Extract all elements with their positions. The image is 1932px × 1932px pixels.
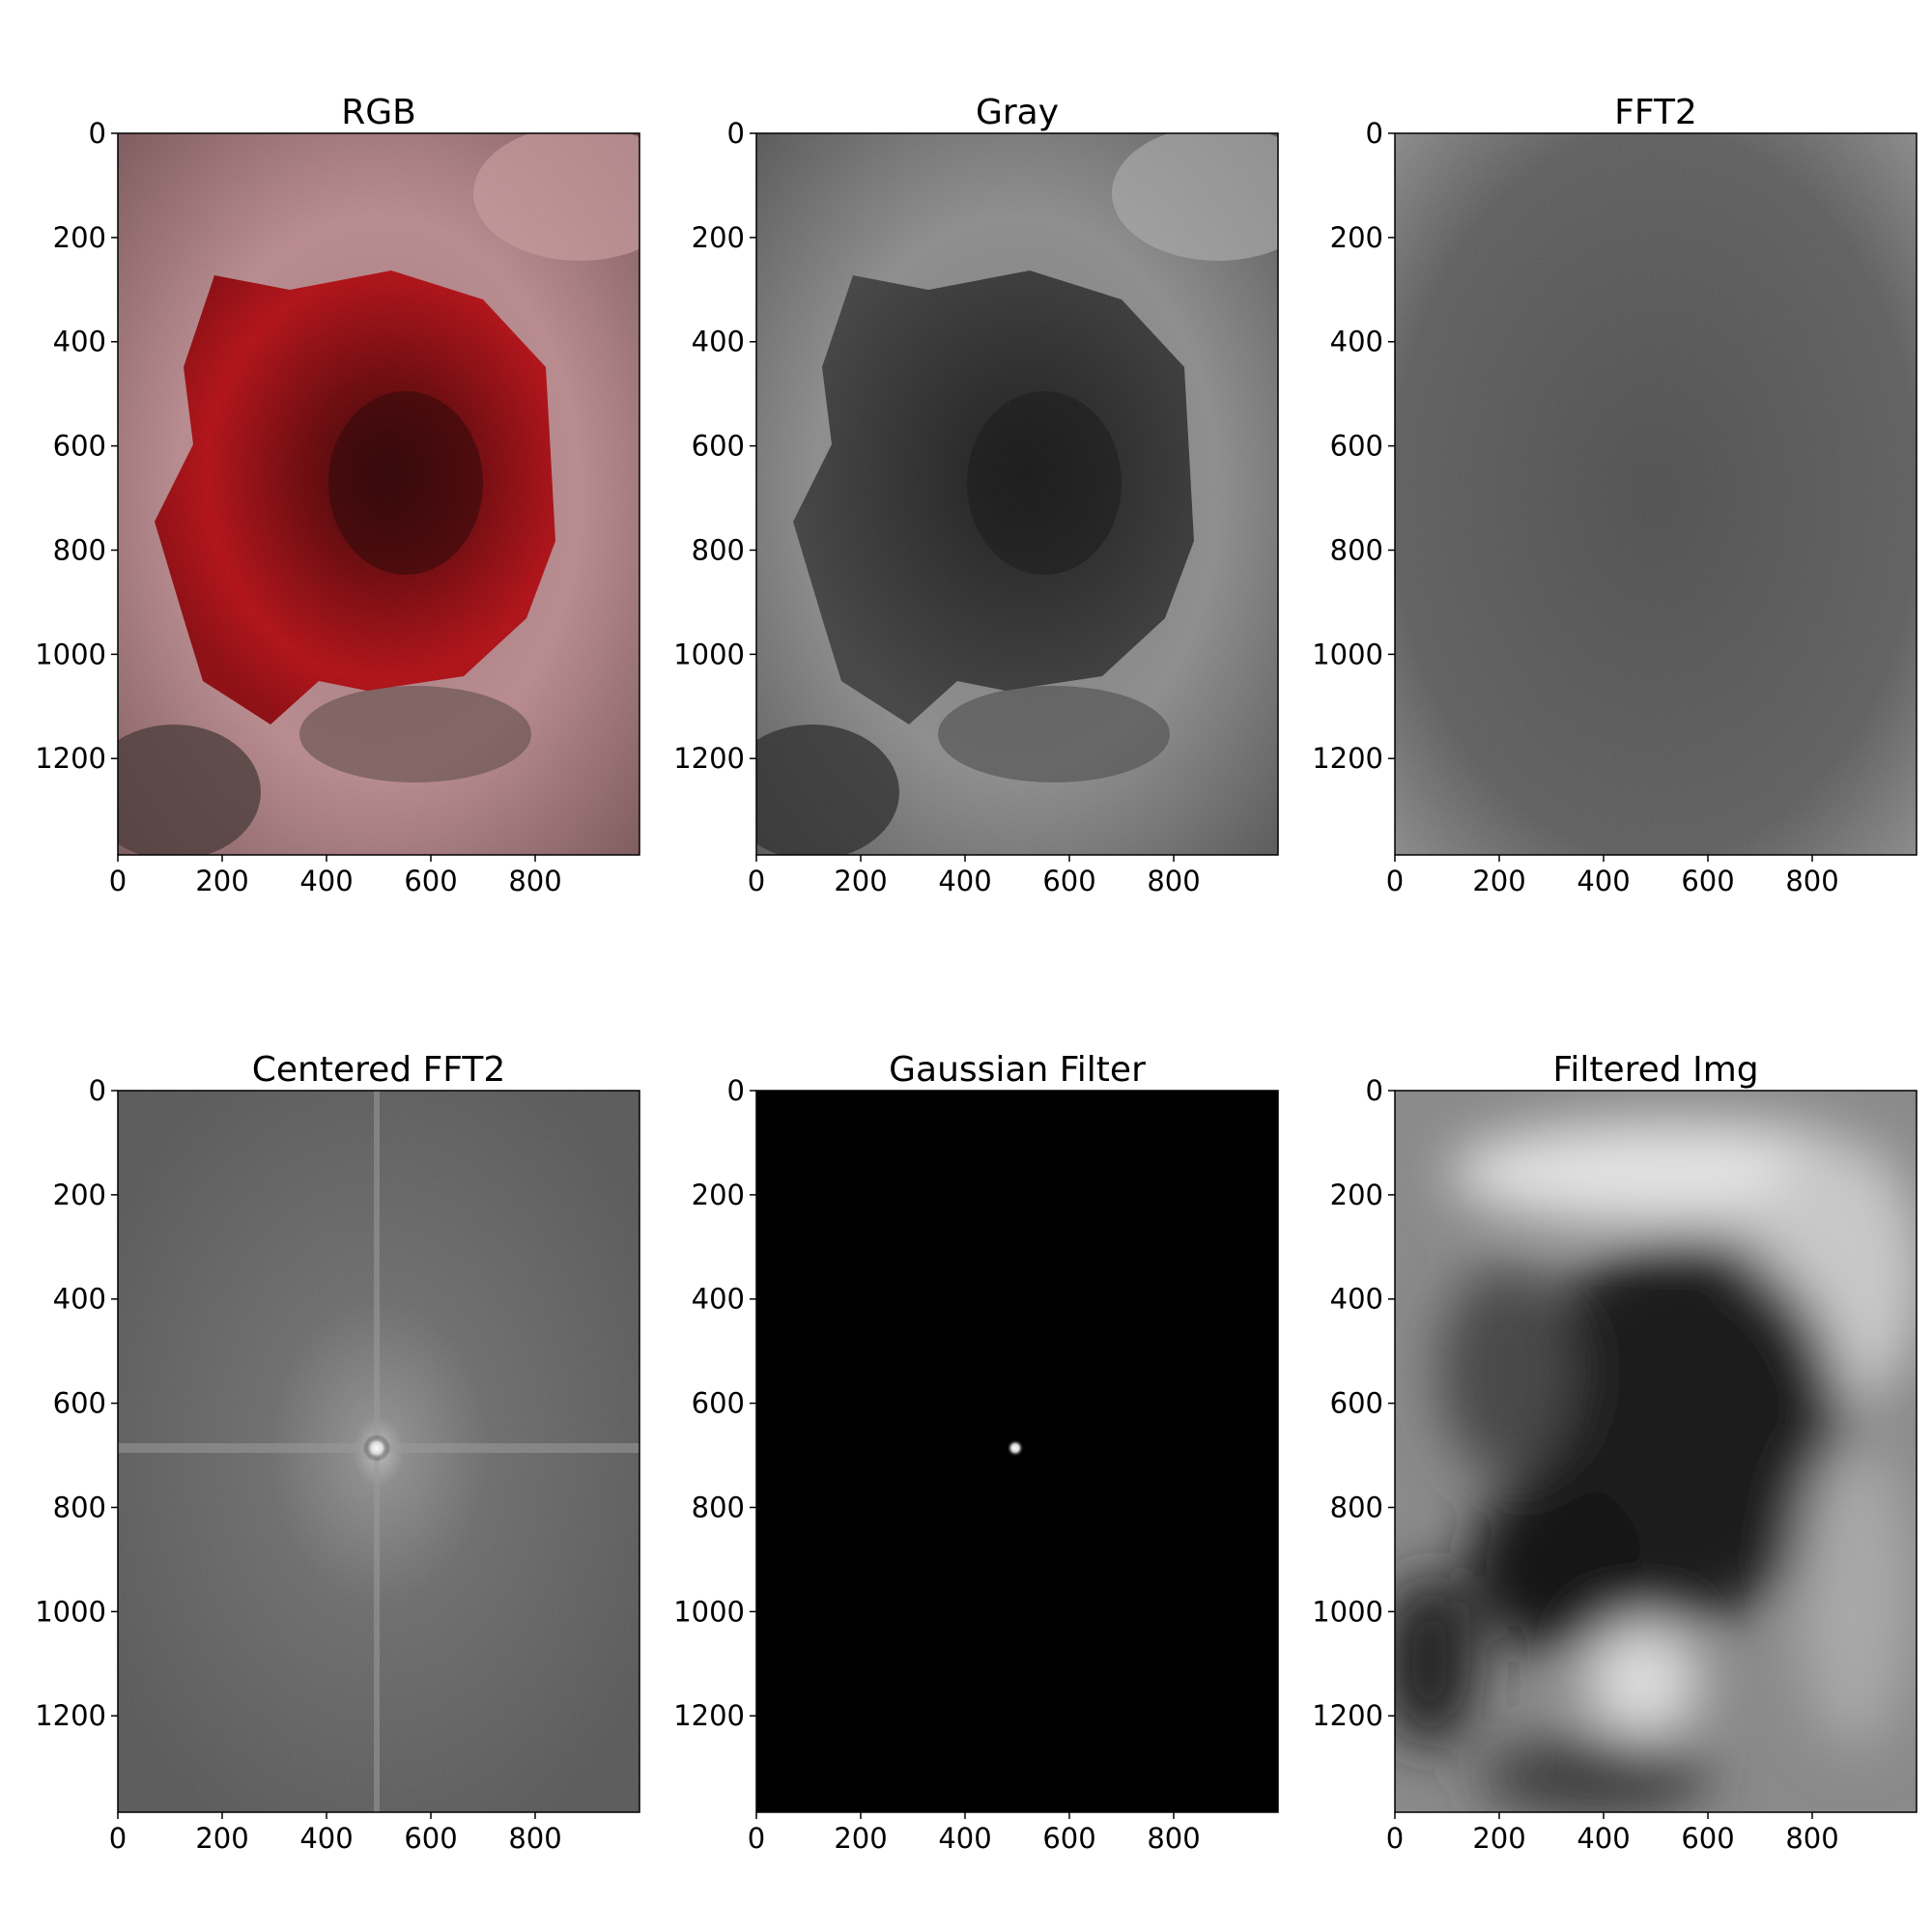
y-tick-label: 0: [89, 1074, 106, 1107]
x-tick-label: 400: [1577, 1822, 1630, 1855]
panel-frame: [755, 132, 1279, 856]
panel-title: FFT2: [1614, 93, 1697, 132]
x-tick-label: 0: [748, 1822, 765, 1855]
gaussian-filter-image: [756, 1091, 1278, 1812]
y-tick-label: 0: [1366, 117, 1383, 150]
y-tick-label: 0: [727, 1074, 745, 1107]
y-tick-label: 200: [53, 221, 106, 254]
y-tick-label: 400: [53, 1283, 106, 1316]
y-tick-label: 1200: [1312, 742, 1383, 775]
x-tick-label: 600: [1042, 865, 1095, 897]
x-tick-label: 800: [1147, 865, 1200, 897]
y-tick-label: 0: [727, 117, 745, 150]
y-tick-label: 1200: [1312, 1699, 1383, 1732]
y-tick-label: 1000: [35, 638, 106, 670]
y-tick-label: 600: [692, 1387, 745, 1420]
y-tick-label: 600: [692, 430, 745, 463]
panel-title: Filtered Img: [1552, 1050, 1758, 1090]
x-tick-label: 200: [834, 865, 887, 897]
y-tick-label: 400: [53, 326, 106, 358]
x-tick-label: 400: [299, 1822, 353, 1855]
y-tick-label: 600: [53, 430, 106, 463]
y-tick-label: 1200: [35, 742, 106, 775]
panel-title: Centered FFT2: [252, 1050, 506, 1090]
x-tick-label: 200: [834, 1822, 887, 1855]
panel-4: Gaussian Filter 0 200 400 600 800 0 200 400 600 80…: [673, 1050, 1279, 1855]
y-tick-label: 0: [1366, 1074, 1383, 1107]
y-tick-label: 400: [692, 326, 745, 358]
gray-image: [756, 133, 1278, 855]
y-tick-label: 1200: [35, 1699, 106, 1732]
panel-0: RGB 0 200 400 600 800 0 200 400 600 800 1000 1200: [35, 93, 640, 897]
panel-frame: [117, 132, 640, 856]
y-tick-label: 400: [692, 1283, 745, 1316]
x-tick-label: 600: [404, 1822, 457, 1855]
x-tick-label: 200: [1472, 1822, 1525, 1855]
x-tick-label: 200: [1472, 865, 1525, 897]
panel-frame: [755, 1090, 1279, 1813]
centered-fft2-image: [118, 1091, 639, 1812]
rgb-image: [118, 133, 639, 855]
panel-3: Centered FFT2 0 200 400 600 800 0 200 400 600 800 1…: [35, 1050, 640, 1855]
panel-5: Filtered Img 0 200 400 600 800 0 200 400 600 800 10…: [1312, 1050, 1918, 1855]
panel-title: RGB: [341, 93, 416, 132]
panel-frame: [1394, 132, 1918, 856]
y-tick-label: 200: [1330, 221, 1383, 254]
y-tick-label: 400: [1330, 326, 1383, 358]
panel-title: Gaussian Filter: [889, 1050, 1146, 1090]
x-tick-label: 0: [109, 865, 127, 897]
panel-title: Gray: [976, 93, 1059, 132]
x-tick-label: 0: [1386, 865, 1404, 897]
x-tick-label: 400: [938, 865, 991, 897]
y-tick-label: 1000: [673, 1595, 745, 1628]
y-tick-label: 800: [1330, 533, 1383, 566]
y-tick-label: 1000: [673, 638, 745, 670]
y-tick-label: 800: [53, 1491, 106, 1523]
fft2-image: [1395, 133, 1917, 855]
y-tick-label: 600: [1330, 1387, 1383, 1420]
y-tick-label: 800: [692, 533, 745, 566]
y-tick-label: 800: [692, 1491, 745, 1523]
x-tick-label: 400: [938, 1822, 991, 1855]
y-tick-label: 200: [692, 1179, 745, 1211]
x-tick-label: 0: [109, 1822, 127, 1855]
x-tick-label: 600: [1681, 1822, 1734, 1855]
x-tick-label: 400: [299, 865, 353, 897]
y-tick-label: 200: [1330, 1179, 1383, 1211]
x-tick-label: 200: [195, 865, 248, 897]
y-tick-label: 200: [692, 221, 745, 254]
y-tick-label: 600: [1330, 430, 1383, 463]
x-tick-label: 600: [1042, 1822, 1095, 1855]
x-tick-label: 800: [508, 865, 561, 897]
y-tick-label: 1200: [673, 742, 745, 775]
y-tick-label: 1200: [673, 1699, 745, 1732]
x-tick-label: 0: [748, 865, 765, 897]
x-tick-label: 800: [1785, 865, 1838, 897]
y-tick-label: 1000: [35, 1595, 106, 1628]
y-tick-label: 600: [53, 1387, 106, 1420]
y-tick-label: 800: [1330, 1491, 1383, 1523]
panel-frame: [117, 1090, 640, 1813]
x-tick-label: 400: [1577, 865, 1630, 897]
y-tick-label: 1000: [1312, 638, 1383, 670]
y-tick-label: 800: [53, 533, 106, 566]
y-tick-label: 1000: [1312, 1595, 1383, 1628]
x-tick-label: 800: [1785, 1822, 1838, 1855]
x-tick-label: 800: [508, 1822, 561, 1855]
x-tick-label: 200: [195, 1822, 248, 1855]
x-tick-label: 0: [1386, 1822, 1404, 1855]
x-tick-label: 600: [404, 865, 457, 897]
y-tick-label: 400: [1330, 1283, 1383, 1316]
panel-frame: [1394, 1090, 1918, 1813]
x-tick-label: 600: [1681, 865, 1734, 897]
y-tick-label: 0: [89, 117, 106, 150]
filtered-image: [1395, 1091, 1917, 1812]
x-tick-label: 800: [1147, 1822, 1200, 1855]
panel-1: Gray 0 200 400 600 800 0 200 400 600 800 1000 1200: [673, 93, 1279, 897]
panel-2: FFT2 0 200 400 600 800 0 200 400 600 800 1000 1200: [1312, 93, 1918, 897]
y-tick-label: 200: [53, 1179, 106, 1211]
